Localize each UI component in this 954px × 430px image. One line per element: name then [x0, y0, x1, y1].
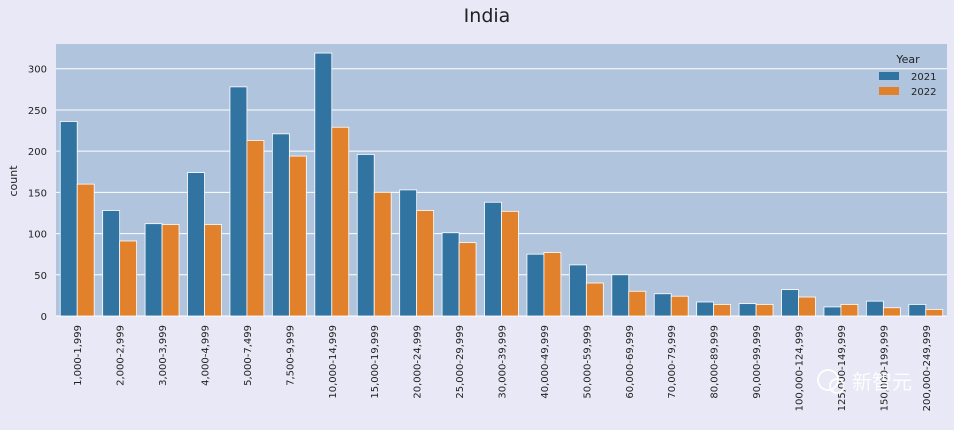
bar-2022 [840, 304, 859, 317]
y-tick-label: 200 [28, 147, 47, 158]
x-tick-label: 125,000-149,999 [837, 325, 848, 411]
y-tick-label: 150 [28, 188, 47, 199]
bar-2022 [543, 252, 562, 317]
legend: Year 2021 2022 [879, 53, 936, 98]
x-tick-label: 7,500-9,999 [285, 325, 296, 386]
legend-swatch [879, 87, 899, 95]
bar-2022 [458, 242, 477, 317]
bar-2021 [484, 201, 502, 317]
x-tick-label: 50,000-59,999 [582, 325, 593, 399]
bar-2021 [865, 300, 884, 317]
bar-2021 [399, 189, 418, 317]
y-tick-label: 250 [28, 106, 47, 117]
watermark: 新智元 [817, 369, 912, 394]
bar-2022 [713, 304, 732, 317]
x-tick-label: 90,000-99,999 [752, 325, 763, 399]
x-tick-label: 40,000-49,999 [540, 325, 551, 399]
bar-2022 [925, 309, 944, 317]
x-tick-label: 150,000-199,999 [879, 325, 890, 411]
legend-title: Year [895, 53, 920, 66]
bar-2021 [526, 253, 545, 317]
x-tick-label: 25,000-29,999 [455, 325, 466, 399]
bar-2021 [738, 303, 757, 317]
x-tick-label: 200,000-249,999 [922, 325, 933, 411]
x-tick-label: 30,000-39,999 [498, 325, 509, 399]
watermark-text: 新智元 [852, 370, 912, 394]
bar-2021 [356, 154, 375, 317]
wechat-icon-bubble [829, 378, 845, 394]
bar-2022 [161, 224, 180, 317]
x-tick-label: 1,000-1,999 [73, 325, 84, 386]
bar-2021 [144, 223, 163, 317]
bar-2021 [696, 301, 715, 317]
x-tick-label: 4,000-4,999 [201, 325, 212, 386]
bar-2022 [670, 295, 689, 317]
x-tick-label: 20,000-24,999 [413, 325, 424, 399]
bar-2021 [187, 172, 205, 317]
bar-2022 [246, 140, 265, 317]
x-tick-label: 80,000-89,999 [710, 325, 721, 399]
x-tick-label: 70,000-79,999 [667, 325, 678, 399]
bar-2021 [568, 264, 587, 317]
bar-2022 [416, 210, 435, 317]
x-tick-labels: 1,000-1,999 2,000-2,999 3,000-3,999 4,000-4… [73, 325, 933, 411]
y-tick-label: 300 [28, 65, 47, 76]
bar-2021 [653, 293, 672, 317]
x-tick-label: 60,000-69,999 [625, 325, 636, 399]
x-tick-label: 5,000-7,499 [243, 325, 254, 386]
y-tick-label: 0 [41, 312, 47, 323]
legend-swatch [879, 72, 899, 80]
bar-2021 [59, 121, 78, 317]
bar-2022 [755, 304, 774, 317]
x-tick-label: 2,000-2,999 [116, 325, 127, 386]
x-tick-label: 3,000-3,999 [158, 325, 169, 386]
bar-2022 [76, 183, 95, 317]
y-tick-label: 100 [28, 230, 47, 241]
x-tick-label: 10,000-14,999 [328, 325, 339, 399]
bar-2022 [501, 210, 519, 317]
bar-2022 [585, 282, 604, 317]
legend-label: 2021 [911, 72, 936, 83]
y-tick-label: 50 [34, 271, 47, 282]
bar-2021 [823, 306, 842, 317]
bar-2022 [331, 126, 350, 317]
bar-2022 [882, 307, 901, 317]
x-tick-label: 100,000-124,999 [795, 325, 806, 411]
bar-2021 [102, 210, 121, 317]
bar-2021 [229, 86, 248, 317]
bar-2022 [373, 191, 392, 317]
bar-2021 [271, 133, 290, 317]
bar-2021 [314, 52, 333, 317]
bar-2022 [204, 224, 222, 317]
bar-2022 [798, 296, 816, 317]
x-tick-label: 15,000-19,999 [370, 325, 381, 399]
bar-2022 [288, 155, 307, 317]
legend-label: 2022 [911, 87, 936, 98]
bar-2022 [628, 290, 647, 317]
bar-2021 [908, 304, 927, 317]
bar-2021 [781, 289, 799, 317]
y-tick-labels: 0 50 100 150 200 250 300 [28, 65, 47, 323]
bar-2021 [441, 232, 460, 317]
chart-title: India [464, 5, 511, 27]
bars [59, 52, 944, 317]
bar-2021 [611, 274, 630, 317]
y-axis-label: count [7, 165, 20, 197]
bar-2022 [119, 240, 138, 317]
